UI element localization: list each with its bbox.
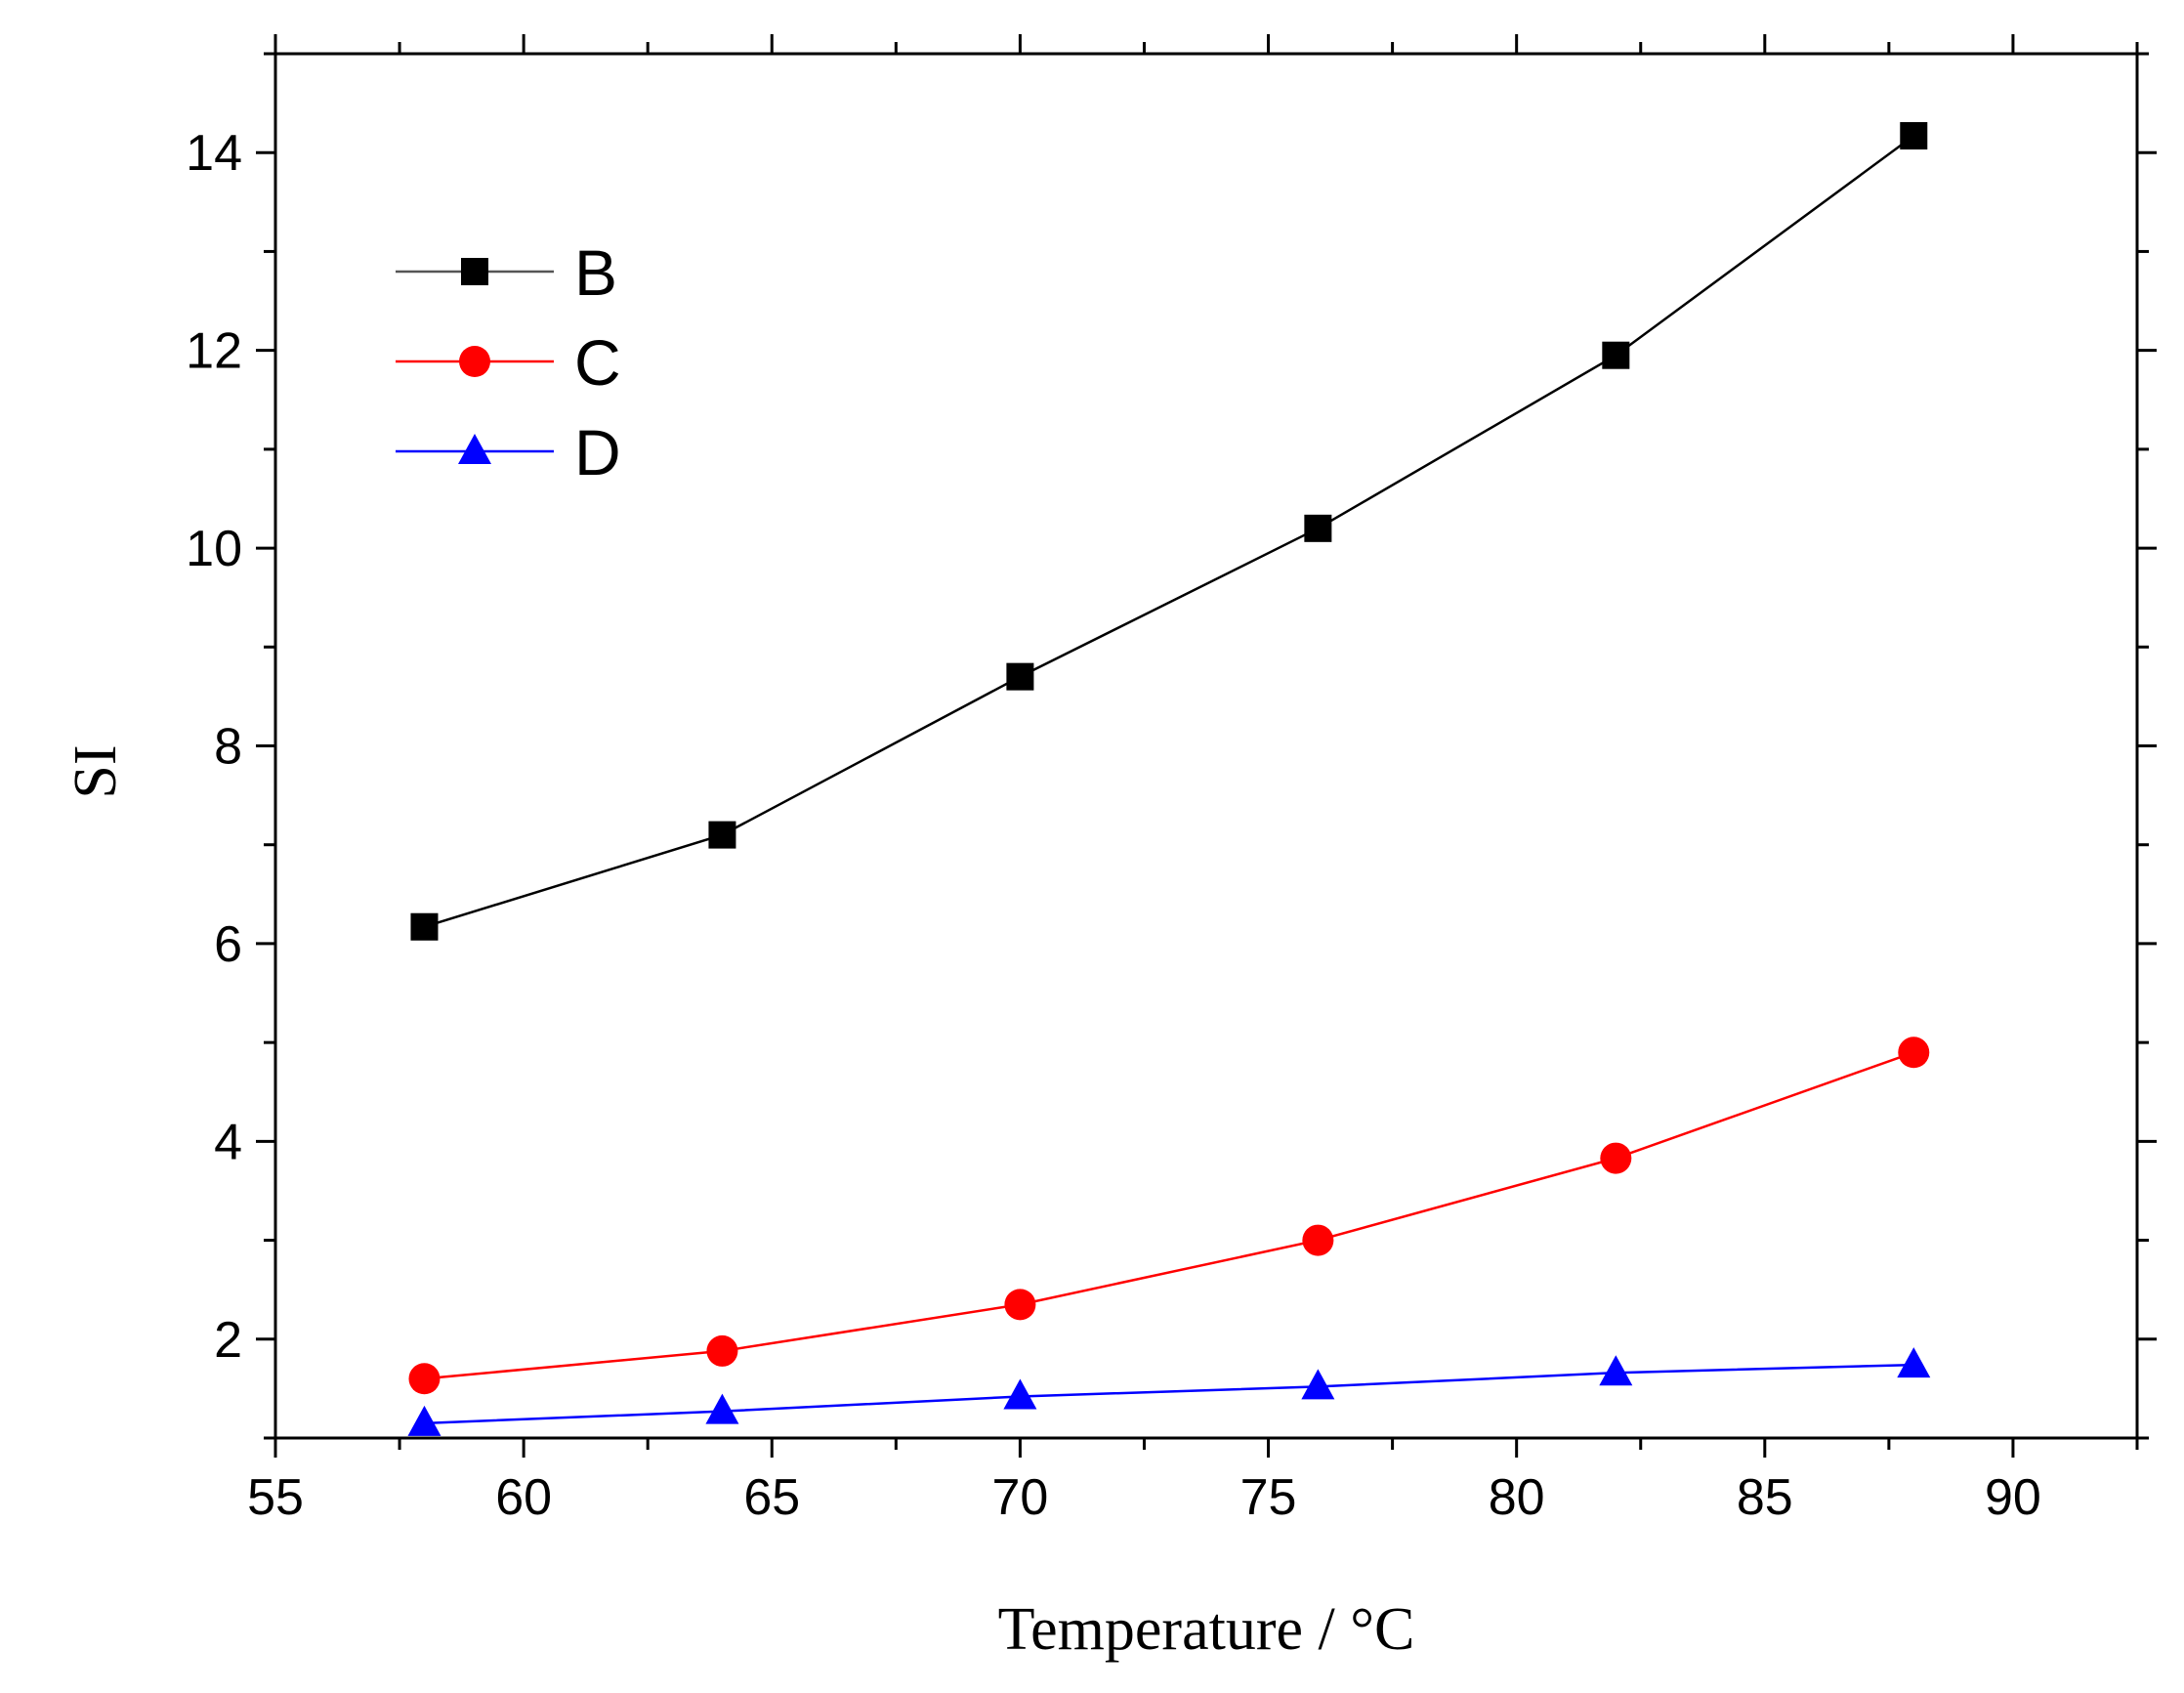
data-point [706,1334,738,1367]
y-axis-label: SI [63,744,129,798]
x-tick-label: 90 [1985,1469,2041,1526]
legend-item: B [396,236,617,309]
legend-label: D [574,416,621,488]
x-tick-label: 60 [495,1469,552,1526]
x-tick-label: 55 [247,1469,304,1526]
y-tick-label: 6 [214,916,242,973]
data-point [708,821,736,849]
legend-marker [458,434,491,464]
y-tick-label: 10 [186,521,242,577]
series-D [407,1347,1931,1436]
series-line [424,135,1915,928]
data-point [1602,341,1630,369]
data-point [1003,1378,1037,1410]
data-point [1302,1224,1334,1256]
y-tick-label: 2 [214,1312,242,1369]
data-point [407,1405,441,1436]
y-tick-label: 4 [214,1114,242,1170]
x-tick-label: 70 [991,1469,1048,1526]
legend-label: B [574,236,617,309]
data-point [1004,1289,1036,1321]
x-tick-label: 80 [1489,1469,1545,1526]
data-point [1599,1355,1633,1386]
y-tick-label: 12 [186,323,242,380]
series-B [410,122,1928,941]
series-C [408,1037,1930,1395]
y-tick-label: 14 [186,125,242,182]
legend-item: C [396,326,621,399]
x-axis-label: Temperature / °C [998,1596,1415,1663]
data-point [705,1393,739,1424]
x-tick-label: 75 [1240,1469,1297,1526]
legend-marker [459,346,490,377]
data-point [1304,514,1332,542]
series-line [424,1363,1914,1425]
legend-marker [461,258,488,285]
x-tick-label: 65 [743,1469,800,1526]
data-point [1897,1347,1931,1378]
data-point [410,912,439,941]
data-point [1900,122,1928,150]
x-tick-label: 85 [1737,1469,1793,1526]
data-point [1600,1142,1632,1174]
legend-label: C [574,326,621,399]
data-point [1301,1369,1335,1400]
y-tick-label: 8 [214,719,242,776]
data-point [408,1363,441,1395]
legend-item: D [396,416,621,488]
series-line [424,1051,1914,1380]
data-point [1898,1037,1930,1069]
data-point [1006,662,1034,691]
